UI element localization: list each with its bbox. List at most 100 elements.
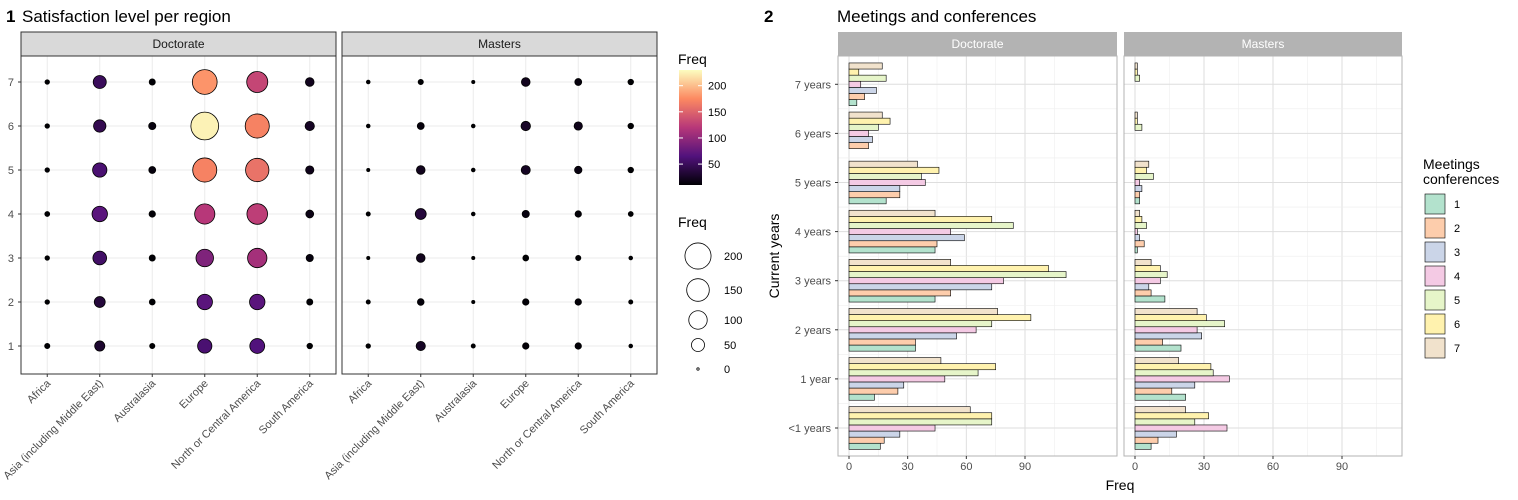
x-tick-label: 30	[1198, 461, 1210, 473]
data-point	[305, 209, 315, 219]
data-point	[416, 122, 425, 130]
colorbar-label: 150	[708, 107, 726, 119]
bar	[848, 179, 926, 186]
bar	[848, 191, 901, 199]
bar	[848, 216, 993, 223]
bar	[848, 387, 899, 395]
data-point	[627, 166, 634, 174]
bar	[1134, 234, 1140, 242]
data-point	[520, 120, 531, 132]
x-tick-label: North or Central America	[490, 377, 585, 472]
bar	[848, 111, 883, 119]
bar	[848, 363, 996, 371]
data-point	[366, 255, 371, 260]
data-point	[44, 211, 51, 217]
bar	[1134, 369, 1214, 377]
bar	[1134, 320, 1225, 328]
x-tick-label: 60	[1267, 461, 1279, 473]
data-point	[471, 299, 476, 304]
data-point	[414, 208, 427, 220]
data-point	[628, 299, 634, 305]
bar	[1134, 424, 1228, 432]
bar	[1134, 191, 1140, 199]
legend-label: 4	[1454, 271, 1460, 283]
data-point	[470, 123, 476, 129]
data-point	[365, 211, 371, 217]
data-point	[44, 123, 50, 129]
data-point	[92, 75, 107, 89]
panel-2-number: 2	[764, 7, 773, 26]
data-point	[574, 165, 583, 175]
bar	[848, 412, 993, 420]
bar	[1134, 166, 1147, 174]
data-point	[194, 203, 216, 225]
bar	[1134, 173, 1154, 180]
y-tick-label: 7	[8, 77, 14, 89]
data-point	[522, 254, 530, 262]
y-tick-label: 2	[8, 297, 14, 309]
bar	[1134, 68, 1138, 76]
bar	[1134, 277, 1161, 285]
data-point	[470, 211, 476, 217]
y-tick-label: 3 years	[795, 276, 832, 288]
facet-strip-doctorate	[838, 32, 1117, 56]
bar	[848, 436, 885, 444]
bar	[848, 74, 887, 82]
legend-label: 3	[1454, 247, 1460, 259]
bar	[1134, 289, 1152, 297]
bar	[1134, 271, 1168, 278]
colorbar	[679, 70, 702, 185]
bar	[1134, 259, 1152, 266]
y-tick-label: 4 years	[795, 227, 832, 239]
size-legend-label: 50	[724, 340, 736, 352]
data-point	[573, 121, 583, 131]
bar	[1134, 338, 1163, 346]
legend-key	[1424, 193, 1446, 215]
data-point	[522, 342, 530, 350]
data-point	[470, 167, 476, 173]
y-tick-label: 5 years	[795, 178, 832, 190]
bar	[848, 406, 971, 414]
facet-label-masters: Masters	[1242, 37, 1285, 51]
size-legend-key	[688, 310, 708, 330]
bar	[848, 326, 977, 334]
data-point	[574, 342, 582, 350]
x-tick-label: Africa	[346, 377, 375, 406]
data-point	[366, 167, 371, 172]
panel-1-title: Satisfaction level per region	[22, 7, 231, 26]
data-point	[470, 343, 476, 349]
bar	[1134, 111, 1138, 119]
data-point	[365, 299, 371, 305]
bar	[848, 68, 860, 76]
x-tick-label: Asia (including Middle East)	[322, 378, 426, 482]
bar	[848, 209, 936, 217]
x-tick-label: South America	[257, 377, 317, 437]
data-point	[306, 342, 313, 350]
x-tick-label: 30	[902, 461, 914, 473]
bar	[848, 62, 883, 70]
bar	[1134, 216, 1143, 223]
size-legend-label: 0	[724, 364, 730, 376]
bar	[848, 442, 881, 450]
bar	[848, 289, 951, 297]
legend-key	[1424, 313, 1446, 335]
data-point	[417, 298, 425, 306]
data-point	[244, 113, 270, 139]
bar	[1134, 314, 1207, 321]
data-point	[246, 71, 269, 93]
size-legend-key	[696, 367, 700, 371]
data-point	[471, 255, 476, 260]
legend-label: 2	[1454, 223, 1460, 235]
bar	[1134, 381, 1196, 389]
x-tick-label: Africa	[25, 377, 54, 406]
data-point	[93, 119, 107, 133]
bar	[1134, 436, 1159, 444]
bar	[1134, 179, 1140, 186]
bar	[1134, 240, 1145, 248]
legend-label: 1	[1454, 199, 1460, 211]
data-point	[522, 298, 530, 306]
bar	[848, 344, 916, 352]
y-tick-label: <1 years	[789, 423, 832, 435]
data-point	[148, 210, 156, 218]
